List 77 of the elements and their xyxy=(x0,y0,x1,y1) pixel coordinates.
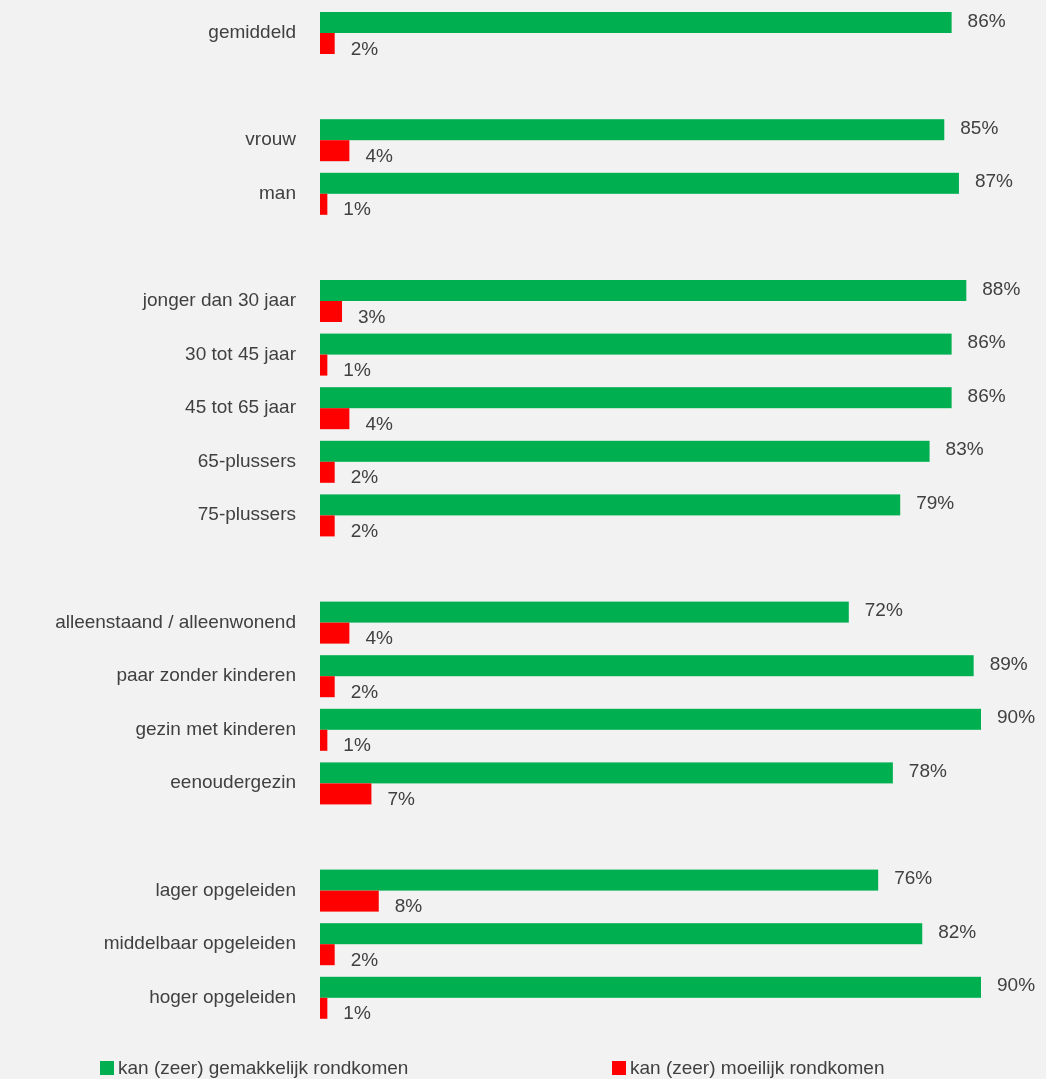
bar xyxy=(320,997,328,1019)
data-label: 3% xyxy=(358,305,386,327)
data-label: 90% xyxy=(997,706,1036,728)
data-label: 83% xyxy=(945,438,984,460)
bar xyxy=(320,923,923,945)
bar xyxy=(320,676,335,698)
y-tick-label: eenoudergezin xyxy=(170,771,296,793)
data-label: 2% xyxy=(350,948,379,970)
bar xyxy=(320,193,328,215)
data-label: 1% xyxy=(343,198,371,220)
y-tick-label: alleenstaand / alleenwonend xyxy=(55,610,296,632)
data-label: 89% xyxy=(989,652,1028,674)
y-tick-label: 75-plussers xyxy=(197,503,296,525)
data-label: 2% xyxy=(350,37,379,59)
data-label: 2% xyxy=(350,680,379,702)
data-label: 76% xyxy=(894,867,933,889)
data-label: 4% xyxy=(365,144,393,166)
bar xyxy=(320,33,335,54)
y-tick-label: lager opgeleiden xyxy=(155,878,296,900)
legend-label: kan (zeer) moeilijk rondkomen xyxy=(630,1057,885,1079)
bar xyxy=(320,387,952,409)
y-tick-label: 30 tot 45 jaar xyxy=(185,342,297,364)
y-tick-label: paar zonder kinderen xyxy=(116,664,296,686)
bar xyxy=(320,729,328,751)
y-tick-label: man xyxy=(259,181,296,203)
data-label: 86% xyxy=(967,9,1006,31)
data-label: 90% xyxy=(997,974,1036,996)
bar xyxy=(320,708,981,730)
bar xyxy=(320,440,930,462)
y-tick-label: 45 tot 65 jaar xyxy=(185,396,297,418)
bar xyxy=(320,301,343,322)
bar xyxy=(320,762,893,784)
data-label: 1% xyxy=(343,1002,371,1024)
bar xyxy=(320,655,974,677)
data-label: 1% xyxy=(343,359,371,381)
data-label: 88% xyxy=(982,277,1021,299)
bar xyxy=(320,622,350,644)
y-tick-label: 65-plussers xyxy=(197,449,296,471)
y-tick-label: gezin met kinderen xyxy=(135,717,296,739)
data-label: 7% xyxy=(387,787,415,809)
data-label: 78% xyxy=(908,759,947,781)
data-label: 85% xyxy=(960,116,999,138)
bar xyxy=(320,408,350,430)
y-tick-label: hoger opgeleiden xyxy=(149,985,296,1007)
bar xyxy=(320,515,335,537)
legend-label: kan (zeer) gemakkelijk rondkomen xyxy=(118,1057,409,1079)
bar xyxy=(320,12,952,33)
data-label: 2% xyxy=(350,466,379,488)
data-label: 4% xyxy=(365,412,393,434)
data-label: 86% xyxy=(967,331,1006,353)
bar xyxy=(320,890,379,912)
bar xyxy=(320,280,967,301)
y-tick-label: vrouw xyxy=(245,128,297,150)
data-label: 4% xyxy=(365,627,393,649)
bar xyxy=(320,783,372,805)
bar xyxy=(320,461,335,483)
data-label: 79% xyxy=(916,491,955,513)
y-tick-label: middelbaar opgeleiden xyxy=(103,932,296,954)
bar xyxy=(320,944,335,966)
y-tick-label: gemiddeld xyxy=(208,21,296,43)
bar xyxy=(320,354,328,376)
data-label: 82% xyxy=(938,920,977,942)
data-label: 86% xyxy=(967,384,1006,406)
data-label: 1% xyxy=(343,734,371,756)
bar xyxy=(320,601,849,623)
bar xyxy=(320,869,879,891)
bar xyxy=(320,140,350,162)
data-label: 72% xyxy=(864,599,903,621)
bar xyxy=(320,976,981,998)
data-label: 87% xyxy=(974,170,1014,192)
bar xyxy=(320,494,901,516)
data-label: 8% xyxy=(394,895,423,917)
y-tick-label: jonger dan 30 jaar xyxy=(141,289,297,311)
bar xyxy=(320,119,945,141)
data-label: 2% xyxy=(350,519,379,541)
bar xyxy=(320,172,959,194)
bar xyxy=(320,333,952,355)
